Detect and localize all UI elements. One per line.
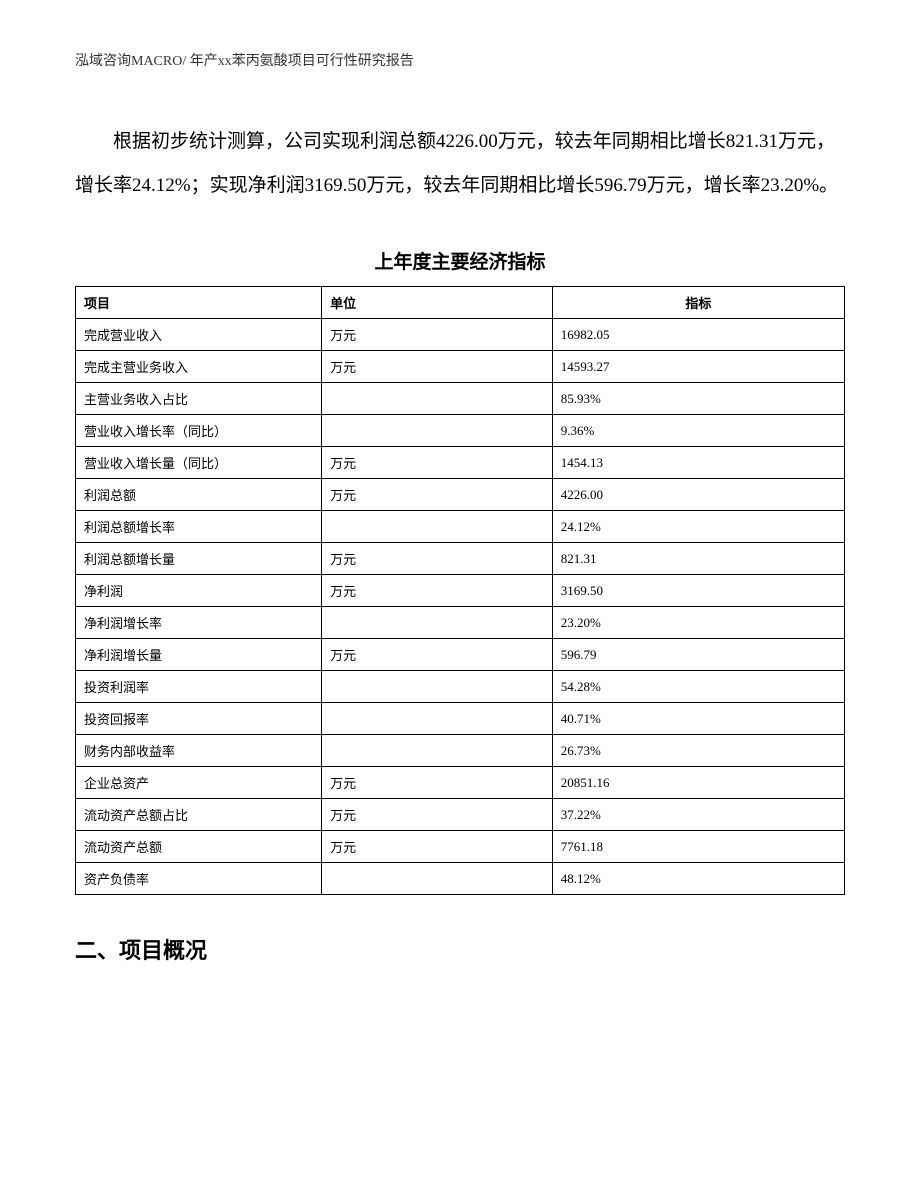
table-header-row: 项目 单位 指标 [76,287,845,319]
cell-unit [322,511,553,543]
cell-unit [322,607,553,639]
table-row: 完成营业收入 万元 16982.05 [76,319,845,351]
table-row: 企业总资产 万元 20851.16 [76,767,845,799]
cell-item: 流动资产总额 [76,831,322,863]
cell-unit: 万元 [322,447,553,479]
section-title: 二、项目概况 [75,933,845,965]
cell-value: 14593.27 [552,351,844,383]
cell-item: 流动资产总额占比 [76,799,322,831]
cell-unit [322,863,553,895]
cell-unit: 万元 [322,543,553,575]
table-row: 净利润 万元 3169.50 [76,575,845,607]
cell-value: 20851.16 [552,767,844,799]
table-row: 投资回报率 40.71% [76,703,845,735]
cell-unit: 万元 [322,575,553,607]
cell-unit: 万元 [322,799,553,831]
cell-value: 37.22% [552,799,844,831]
table-row: 净利润增长率 23.20% [76,607,845,639]
cell-value: 16982.05 [552,319,844,351]
cell-value: 4226.00 [552,479,844,511]
cell-item: 净利润 [76,575,322,607]
table-row: 利润总额增长率 24.12% [76,511,845,543]
cell-unit: 万元 [322,767,553,799]
cell-item: 营业收入增长量（同比） [76,447,322,479]
cell-value: 24.12% [552,511,844,543]
cell-value: 85.93% [552,383,844,415]
cell-item: 完成营业收入 [76,319,322,351]
cell-unit [322,415,553,447]
table-row: 净利润增长量 万元 596.79 [76,639,845,671]
cell-unit: 万元 [322,351,553,383]
cell-value: 40.71% [552,703,844,735]
cell-value: 48.12% [552,863,844,895]
cell-value: 9.36% [552,415,844,447]
cell-item: 利润总额增长率 [76,511,322,543]
cell-value: 3169.50 [552,575,844,607]
table-row: 主营业务收入占比 85.93% [76,383,845,415]
document-header: 泓域咨询MACRO/ 年产xx苯丙氨酸项目可行性研究报告 [75,50,845,70]
cell-value: 7761.18 [552,831,844,863]
table-row: 投资利润率 54.28% [76,671,845,703]
header-text: 泓域咨询MACRO/ 年产xx苯丙氨酸项目可行性研究报告 [75,54,414,69]
cell-item: 财务内部收益率 [76,735,322,767]
table-row: 完成主营业务收入 万元 14593.27 [76,351,845,383]
table-row: 财务内部收益率 26.73% [76,735,845,767]
cell-item: 完成主营业务收入 [76,351,322,383]
table-row: 流动资产总额 万元 7761.18 [76,831,845,863]
table-row: 利润总额增长量 万元 821.31 [76,543,845,575]
cell-unit: 万元 [322,831,553,863]
paragraph-text: 根据初步统计测算，公司实现利润总额4226.00万元，较去年同期相比增长821.… [75,131,838,196]
cell-item: 企业总资产 [76,767,322,799]
cell-unit [322,703,553,735]
cell-value: 596.79 [552,639,844,671]
cell-unit [322,383,553,415]
cell-unit: 万元 [322,319,553,351]
cell-item: 资产负债率 [76,863,322,895]
cell-value: 821.31 [552,543,844,575]
cell-item: 主营业务收入占比 [76,383,322,415]
column-header-unit: 单位 [322,287,553,319]
cell-unit: 万元 [322,479,553,511]
cell-item: 投资回报率 [76,703,322,735]
table-row: 流动资产总额占比 万元 37.22% [76,799,845,831]
table-title: 上年度主要经济指标 [75,247,845,274]
table-row: 营业收入增长量（同比） 万元 1454.13 [76,447,845,479]
cell-value: 23.20% [552,607,844,639]
table-body: 完成营业收入 万元 16982.05 完成主营业务收入 万元 14593.27 … [76,319,845,895]
cell-item: 净利润增长率 [76,607,322,639]
table-row: 利润总额 万元 4226.00 [76,479,845,511]
cell-unit [322,671,553,703]
column-header-item: 项目 [76,287,322,319]
table-row: 资产负债率 48.12% [76,863,845,895]
cell-value: 26.73% [552,735,844,767]
column-header-indicator: 指标 [552,287,844,319]
cell-unit: 万元 [322,639,553,671]
cell-value: 54.28% [552,671,844,703]
cell-item: 利润总额增长量 [76,543,322,575]
economic-indicators-table: 项目 单位 指标 完成营业收入 万元 16982.05 完成主营业务收入 万元 … [75,286,845,895]
cell-value: 1454.13 [552,447,844,479]
cell-item: 投资利润率 [76,671,322,703]
summary-paragraph: 根据初步统计测算，公司实现利润总额4226.00万元，较去年同期相比增长821.… [75,120,845,207]
table-row: 营业收入增长率（同比） 9.36% [76,415,845,447]
cell-item: 营业收入增长率（同比） [76,415,322,447]
cell-item: 净利润增长量 [76,639,322,671]
cell-unit [322,735,553,767]
cell-item: 利润总额 [76,479,322,511]
